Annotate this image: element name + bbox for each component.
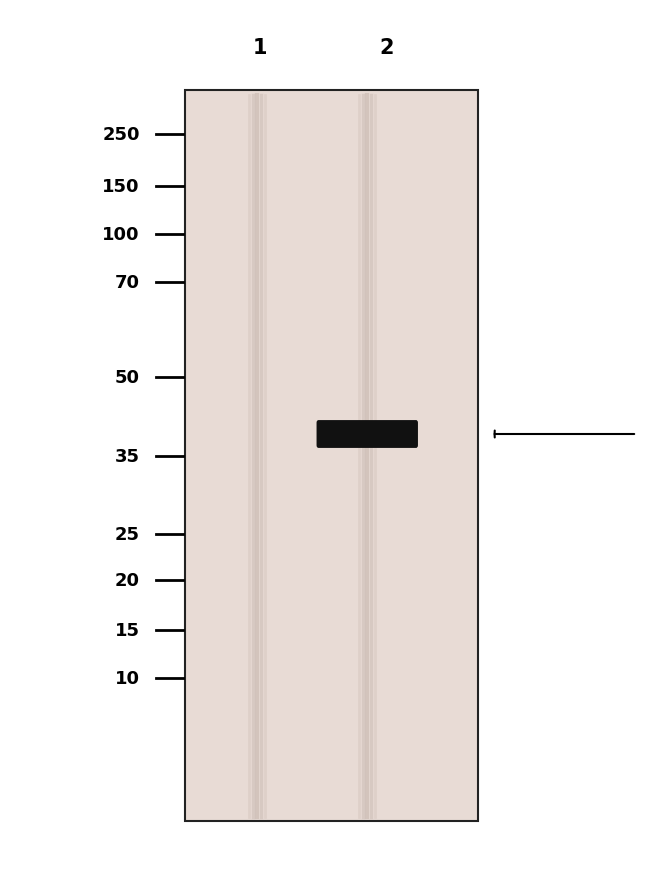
Text: 70: 70 bbox=[115, 274, 140, 291]
FancyBboxPatch shape bbox=[317, 421, 418, 448]
Text: 150: 150 bbox=[102, 178, 140, 196]
Text: 2: 2 bbox=[380, 38, 394, 57]
Text: 10: 10 bbox=[115, 669, 140, 687]
Text: 50: 50 bbox=[115, 369, 140, 387]
Text: 35: 35 bbox=[115, 448, 140, 465]
Text: 15: 15 bbox=[115, 621, 140, 639]
Bar bbox=[185, 91, 478, 821]
Text: 25: 25 bbox=[115, 526, 140, 543]
Text: 100: 100 bbox=[102, 226, 140, 243]
Text: 1: 1 bbox=[253, 38, 267, 57]
Text: 250: 250 bbox=[102, 126, 140, 143]
Text: 20: 20 bbox=[115, 572, 140, 589]
